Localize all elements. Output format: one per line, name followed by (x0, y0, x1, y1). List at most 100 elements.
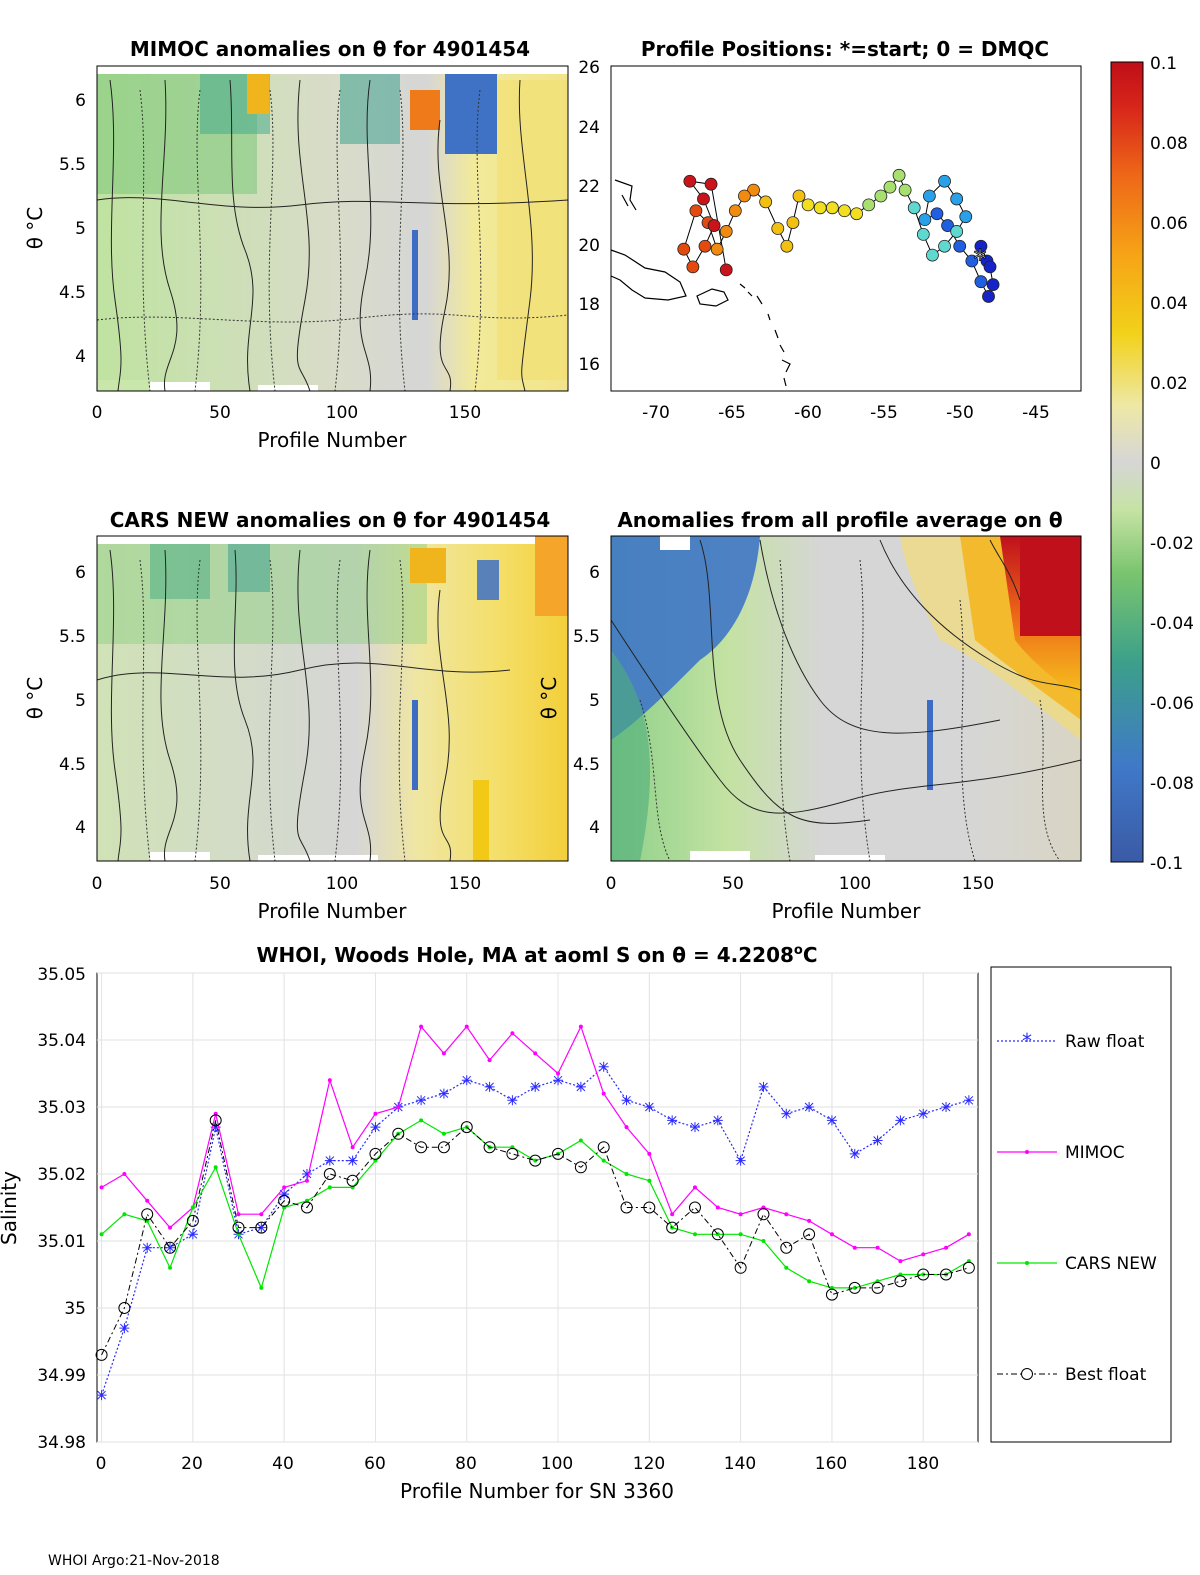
data-point-raw-float (461, 1075, 472, 1086)
profile-position-point (780, 239, 794, 253)
tick-label: 100 (839, 874, 871, 894)
tick-label: 5.5 (59, 627, 86, 647)
colorbar-ticks: 0.1 0.08 0.06 0.04 0.02 0 -0.02 -0.04 -0… (1150, 54, 1194, 874)
data-point-mimoc (624, 1125, 629, 1130)
mimoc-y-axis: 6 5.5 5 4.5 4 (59, 91, 86, 367)
data-point-raw-float (963, 1095, 974, 1106)
legend-label: Best float (1065, 1365, 1147, 1385)
tick-label: 35.03 (37, 1098, 86, 1118)
data-point-best-float (574, 1161, 587, 1174)
data-point-cars-new (327, 1185, 332, 1190)
data-point-cars-new (168, 1265, 173, 1270)
tick-label: 0.04 (1150, 294, 1188, 314)
data-point-mimoc (556, 1071, 561, 1076)
data-point-best-float (209, 1114, 222, 1127)
profile-position-point (930, 207, 944, 221)
data-point-mimoc (396, 1105, 401, 1109)
data-point-raw-float (484, 1081, 495, 1092)
data-point-raw-float (575, 1081, 586, 1092)
data-point-cars-new (921, 1272, 926, 1277)
data-point-best-float (711, 1228, 724, 1241)
data-point-cars-new (761, 1239, 766, 1243)
tick-label: 0 (92, 874, 103, 894)
profile-position-point (838, 204, 851, 218)
profile-position-point (689, 204, 703, 218)
tick-label: 50 (209, 874, 231, 894)
data-point-raw-float (96, 1390, 107, 1401)
data-point-mimoc (875, 1245, 880, 1250)
salinity-y-axis: 34.98 34.99 35 35.01 35.02 35.03 35.04 3… (37, 965, 86, 1453)
data-point-raw-float (324, 1155, 335, 1166)
profile-position-point (926, 248, 939, 262)
tick-label: 180 (907, 1454, 939, 1474)
data-point-raw-float (279, 1189, 290, 1200)
tick-label: 22 (578, 177, 600, 197)
data-point-mimoc (259, 1212, 264, 1217)
data-point-best-float (894, 1275, 907, 1288)
cars-xlabel: Profile Number (258, 899, 408, 923)
data-point-raw-float (210, 1122, 221, 1133)
data-point-raw-float (918, 1108, 929, 1119)
legend-label: MIMOC (1065, 1143, 1125, 1163)
salinity-grid (97, 972, 978, 1443)
tick-label: 5.5 (573, 627, 600, 647)
raw-marker-icon: * (1022, 1029, 1032, 1053)
data-point-cars-new (122, 1212, 127, 1217)
data-point-mimoc (327, 1078, 332, 1083)
data-point-mimoc (282, 1185, 287, 1190)
data-point-raw-float (689, 1122, 700, 1133)
data-point-mimoc (921, 1252, 926, 1257)
data-point-best-float (825, 1288, 838, 1301)
data-point-mimoc (99, 1185, 104, 1190)
average-ylabel: θ °C (537, 677, 561, 720)
positions-title: Profile Positions: *=start; 0 = DMQC (641, 37, 1049, 61)
data-point-cars-new (738, 1232, 743, 1237)
start-marker: * (974, 245, 987, 275)
data-point-mimoc (350, 1145, 355, 1150)
profile-position-point (677, 242, 691, 256)
coastline (610, 179, 791, 387)
tick-label: 100 (326, 874, 358, 894)
salinity-panel: WHOI, Woods Hole, MA at aoml S on θ = 4.… (0, 943, 1172, 1503)
data-point-best-float (255, 1221, 268, 1234)
data-point-raw-float (187, 1229, 198, 1240)
footer-credit: WHOI Argo:21-Nov-2018 (48, 1553, 220, 1569)
average-x-axis: 0 50 100 150 (606, 874, 995, 894)
profile-position-point (792, 189, 806, 203)
tick-label: 5 (589, 691, 600, 711)
legend-entry-mimoc: MIMOC (997, 1143, 1125, 1163)
data-point-best-float (871, 1281, 884, 1294)
data-point-best-float (780, 1241, 793, 1254)
profile-position-point (683, 174, 697, 188)
profile-position-point (918, 213, 932, 227)
tick-label: 50 (722, 874, 744, 894)
mimoc-x-axis: 0 50 100 150 (92, 403, 482, 423)
data-point-best-float (369, 1147, 382, 1160)
tick-label: -70 (642, 403, 670, 423)
tick-label: 150 (449, 403, 481, 423)
average-panel: Anomalies from all profile average on θ (537, 508, 1082, 923)
profile-position-point (747, 183, 760, 197)
data-point-best-float (300, 1201, 313, 1214)
data-point-best-float (643, 1201, 656, 1214)
profile-position-point (707, 219, 721, 232)
salinity-title: WHOI, Woods Hole, MA at aoml S on θ = 4.… (256, 943, 817, 967)
profile-position-point (883, 180, 897, 194)
data-point-cars-new (533, 1158, 538, 1163)
data-point-best-float (415, 1141, 428, 1154)
tick-label: 34.99 (37, 1366, 86, 1386)
tick-label: -65 (718, 403, 746, 423)
tick-label: 150 (962, 874, 994, 894)
data-point-cars-new (441, 1131, 446, 1136)
data-point-mimoc (373, 1111, 378, 1116)
data-point-mimoc (647, 1151, 652, 1156)
data-point-raw-float (735, 1155, 746, 1166)
tick-label: 100 (326, 403, 358, 423)
profile-position-point (874, 189, 888, 203)
profile-position-point (907, 201, 921, 215)
mimoc-xlabel: Profile Number (258, 428, 408, 452)
legend-entry-raw: * Raw float (997, 1029, 1145, 1053)
data-point-raw-float (872, 1135, 883, 1146)
data-point-mimoc (852, 1245, 857, 1250)
salinity-title-main: WHOI, Woods Hole, MA at aoml S on θ = 4.… (256, 943, 793, 967)
